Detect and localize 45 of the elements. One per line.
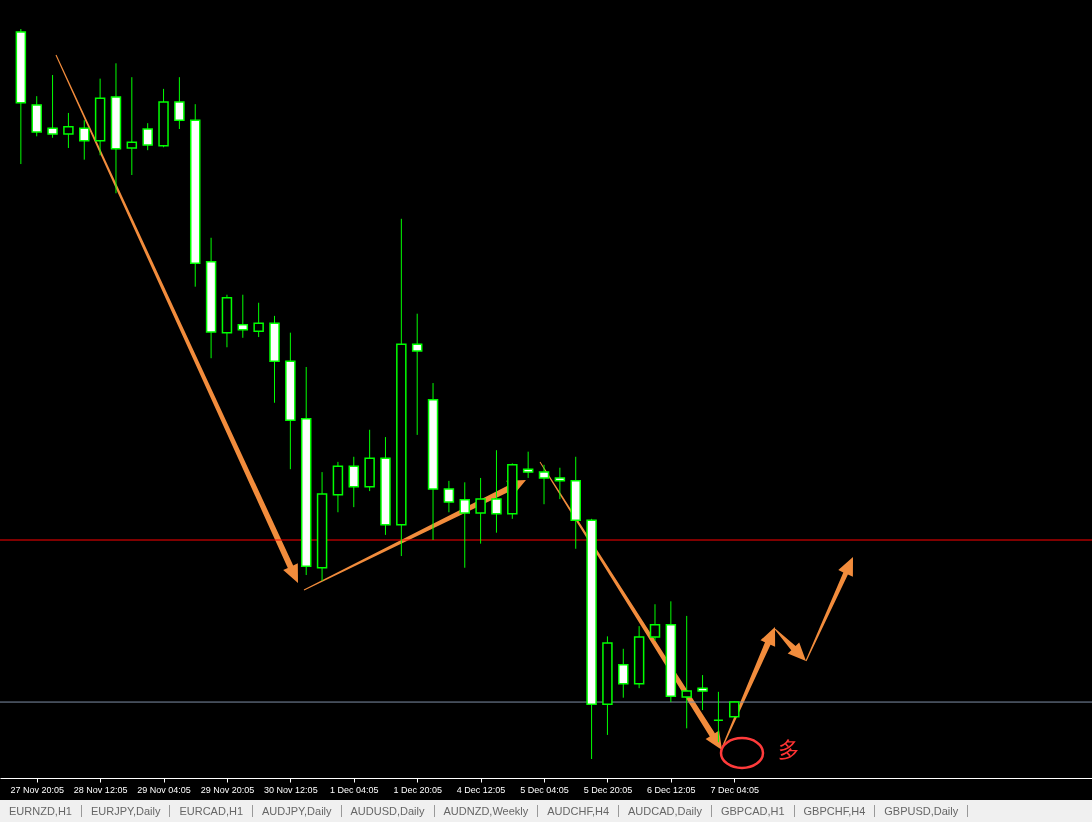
candlestick: [618, 648, 629, 699]
x-tick-label: 7 Dec 04:05: [710, 784, 760, 795]
candlestick: [237, 294, 249, 339]
text: AUDCHF,H4: [538, 805, 619, 817]
candlestick: [79, 119, 90, 161]
candlestick: [522, 451, 534, 479]
candlestick: [538, 464, 550, 505]
candlestick: [63, 112, 74, 149]
text: EURJPY,Daily: [81, 805, 171, 817]
candlestick: [443, 480, 455, 513]
text: GBPUSD,Daily: [875, 805, 969, 817]
x-tick-label: 29 Nov 20:05: [200, 784, 255, 795]
candlestick: [411, 313, 423, 436]
candlestick: [253, 302, 264, 338]
x-tick-label: 5 Dec 20:05: [583, 784, 633, 795]
candlestick: [459, 481, 470, 569]
text: 多: [778, 736, 800, 764]
candlestick: [126, 76, 138, 176]
text: EURCAD,H1: [170, 805, 254, 817]
x-tick-label: 28 Nov 12:05: [73, 784, 128, 795]
candlestick: [491, 449, 502, 534]
x-tick-label: 6 Dec 12:05: [647, 784, 696, 795]
candlestick: [142, 122, 153, 151]
candlestick: [475, 477, 486, 545]
candlestick: [47, 74, 58, 139]
candlestick: [681, 615, 692, 729]
x-tick-label: 30 Nov 12:05: [264, 784, 318, 795]
candlestick: [348, 456, 360, 508]
x-tick-label: 4 Dec 12:05: [456, 784, 506, 795]
text: AUDJPY,Daily: [253, 805, 342, 817]
x-tick-label: 27 Nov 20:05: [10, 784, 64, 795]
candlestick: [697, 674, 708, 711]
x-tick-label: 1 Dec 04:05: [330, 784, 379, 795]
text: AUDUSD,Daily: [341, 805, 435, 817]
candlestick: [554, 467, 566, 500]
x-tick-label: 1 Dec 20:05: [393, 784, 442, 795]
candlestick: [174, 76, 185, 130]
text: GBPCAD,H1: [711, 805, 795, 817]
candlestick: [649, 603, 661, 642]
text: AUDCAD,Daily: [619, 805, 712, 817]
x-tick-label: 29 Nov 04:05: [137, 784, 191, 795]
text: AUDNZD,Weekly: [434, 805, 539, 817]
text: GBPCHF,H4: [794, 805, 876, 817]
text: EURNZD,H1: [0, 805, 82, 817]
x-tick-label: 5 Dec 04:05: [520, 784, 569, 795]
